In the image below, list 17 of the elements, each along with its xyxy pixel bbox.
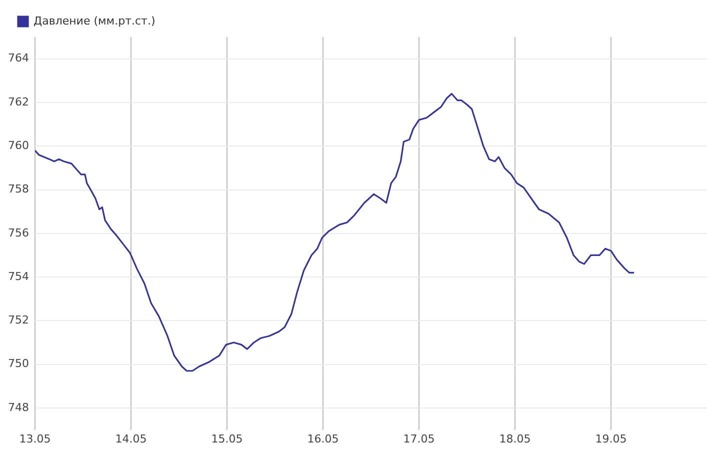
y-tick-label: 756 bbox=[8, 226, 29, 240]
x-tick-label: 17.05 bbox=[403, 432, 435, 446]
y-tick-label: 752 bbox=[8, 314, 29, 327]
x-tick-label: 19.05 bbox=[595, 432, 627, 446]
y-tick-label: 760 bbox=[8, 138, 29, 152]
x-tick-label: 14.05 bbox=[115, 432, 147, 446]
x-tick-label: 15.05 bbox=[211, 432, 243, 446]
y-tick-label: 750 bbox=[8, 357, 29, 370]
x-tick-label: 13.05 bbox=[19, 432, 51, 446]
x-tick-label: 16.05 bbox=[307, 432, 339, 446]
legend-label: Давление (мм.рт.ст.) bbox=[34, 14, 156, 28]
y-tick-label: 764 bbox=[8, 52, 29, 65]
y-tick-label: 748 bbox=[8, 400, 29, 414]
y-tick-label: 762 bbox=[8, 95, 29, 108]
y-tick-label: 758 bbox=[8, 182, 29, 196]
x-tick-label: 18.05 bbox=[499, 432, 531, 446]
y-tick-label: 754 bbox=[8, 270, 29, 283]
